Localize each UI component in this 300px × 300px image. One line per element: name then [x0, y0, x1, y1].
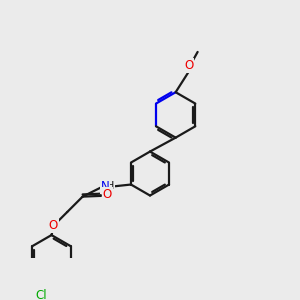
Text: O: O [103, 188, 112, 201]
Text: N: N [100, 180, 109, 193]
Text: O: O [49, 219, 58, 232]
Text: H: H [106, 181, 114, 191]
Text: Cl: Cl [35, 290, 47, 300]
Text: O: O [184, 59, 194, 72]
